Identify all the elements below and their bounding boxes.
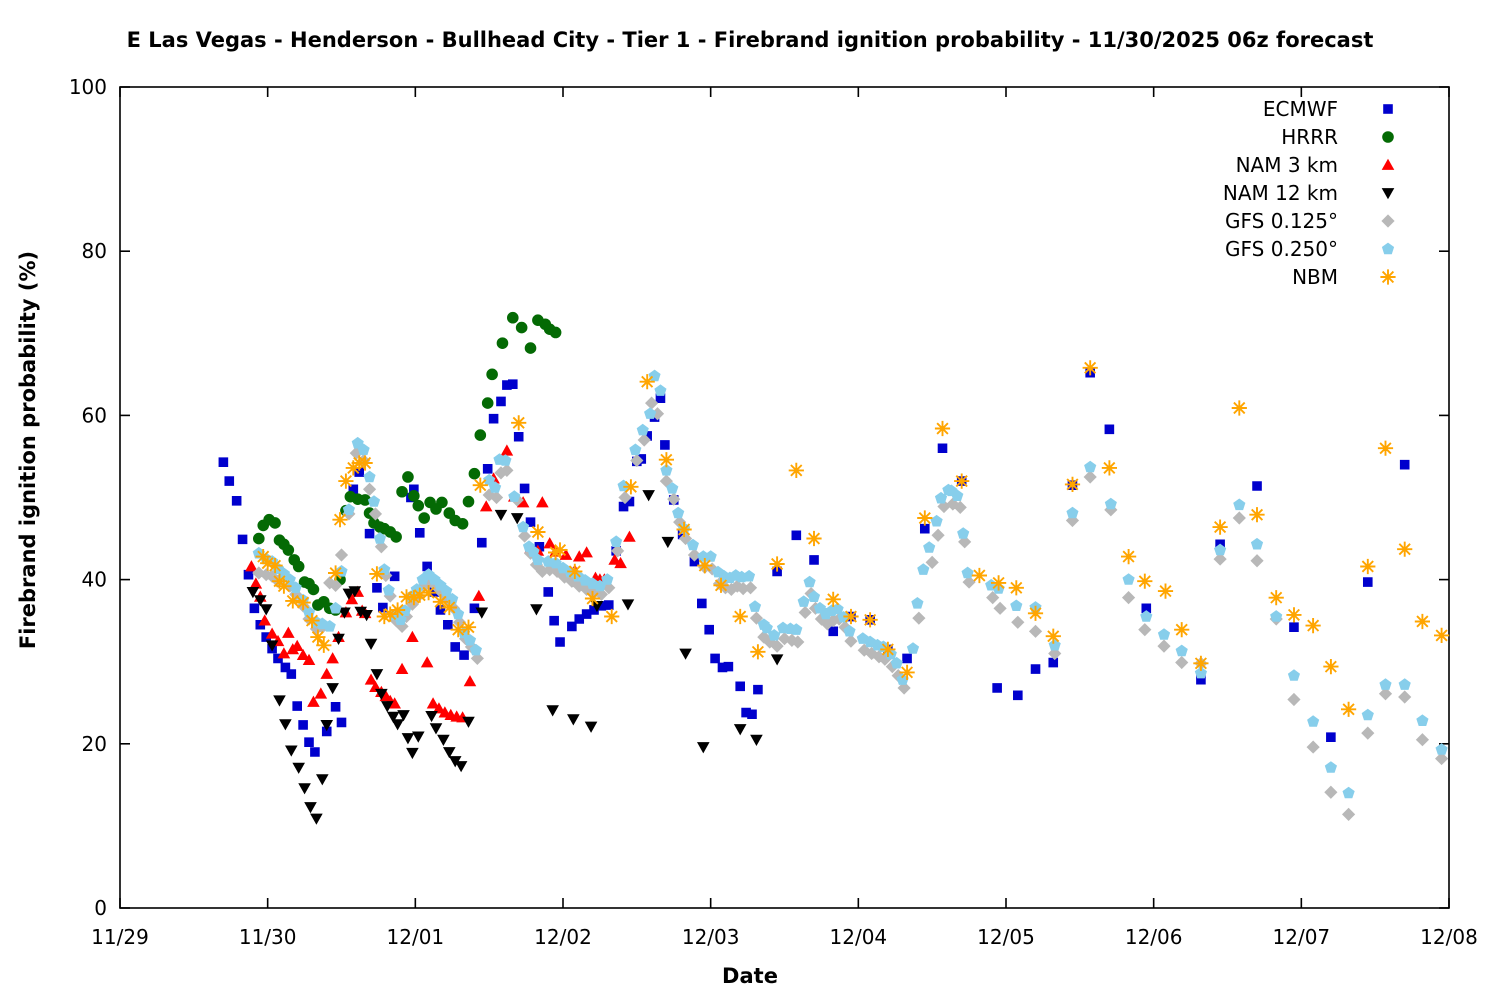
x-tick-label: 12/04 (830, 925, 888, 949)
legend-marker-asterisk-icon (1380, 269, 1396, 285)
x-tick-label: 12/07 (1273, 925, 1331, 949)
series-nbm (255, 360, 1450, 717)
x-tick-label: 12/03 (682, 925, 740, 949)
series-nam-12-km (246, 490, 784, 825)
chart-title: E Las Vegas - Henderson - Bullhead City … (126, 28, 1374, 52)
x-tick-label: 12/01 (387, 925, 445, 949)
legend-marker-circle-icon (1382, 131, 1394, 143)
legend-item-gfs-0-250: GFS 0.250° (1225, 237, 1395, 261)
legend-label: NAM 3 km (1236, 153, 1338, 177)
legend: ECMWF HRRR NAM 3 km NAM 12 km GFS 0.125° GFS … (1223, 97, 1396, 289)
legend-marker-square-icon (1383, 104, 1393, 114)
legend-marker-diamond-icon (1381, 214, 1395, 228)
series-gfs-0-125 (252, 396, 1449, 822)
legend-item-nam-3-km: NAM 3 km (1236, 153, 1395, 177)
legend-item-ecmwf: ECMWF (1263, 97, 1393, 121)
y-tick-label: 40 (82, 568, 107, 592)
legend-label: HRRR (1281, 125, 1338, 149)
x-tick-label: 12/06 (1125, 925, 1183, 949)
x-tick-label: 11/29 (91, 925, 149, 949)
legend-item-nbm: NBM (1292, 265, 1396, 289)
y-tick-label: 60 (82, 403, 107, 427)
series-ecmwf (218, 367, 1410, 757)
axes: 11/29 11/30 12/01 12/02 12/03 12/04 12/05 12/06… (69, 75, 1478, 949)
y-tick-label: 0 (94, 896, 107, 920)
legend-marker-triangle-down-icon (1381, 188, 1395, 200)
x-tick-label: 11/30 (239, 925, 297, 949)
x-tick-label: 12/05 (977, 925, 1035, 949)
legend-label: GFS 0.250° (1225, 237, 1338, 261)
legend-label: NBM (1292, 265, 1338, 289)
y-tick-label: 20 (82, 732, 107, 756)
y-tick-label: 80 (82, 239, 107, 263)
legend-item-hrrr: HRRR (1281, 125, 1394, 149)
legend-label: NAM 12 km (1223, 181, 1338, 205)
legend-label: GFS 0.125° (1225, 209, 1338, 233)
y-tick-label: 100 (69, 75, 107, 99)
legend-label: ECMWF (1263, 97, 1338, 121)
y-axis-label: Firebrand ignition probability (%) (16, 250, 40, 650)
legend-item-gfs-0-125: GFS 0.125° (1225, 209, 1395, 233)
x-tick-label: 12/08 (1420, 925, 1478, 949)
legend-item-nam-12-km: NAM 12 km (1223, 181, 1395, 205)
series-gfs-0-250 (252, 369, 1448, 799)
legend-marker-triangle-up-icon (1381, 158, 1395, 170)
series-hrrr (253, 311, 562, 616)
x-tick-label: 12/02 (534, 925, 592, 949)
legend-marker-pentagon-icon (1381, 242, 1395, 255)
x-axis-label: Date (722, 964, 778, 988)
